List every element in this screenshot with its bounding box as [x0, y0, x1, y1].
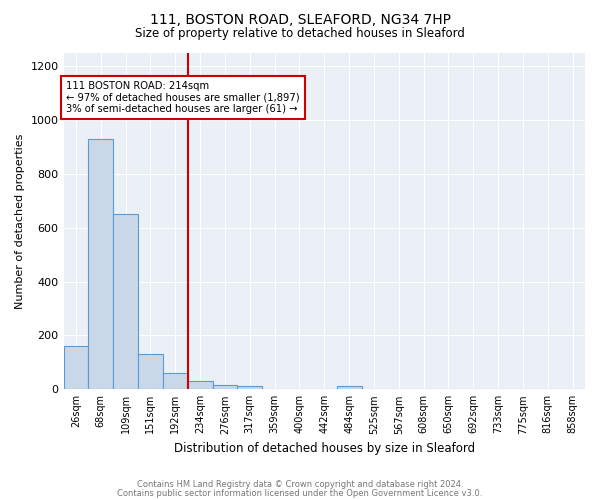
Bar — [212, 386, 238, 390]
Text: Size of property relative to detached houses in Sleaford: Size of property relative to detached ho… — [135, 28, 465, 40]
Text: Contains HM Land Registry data © Crown copyright and database right 2024.: Contains HM Land Registry data © Crown c… — [137, 480, 463, 489]
Bar — [113, 214, 138, 390]
Text: Contains public sector information licensed under the Open Government Licence v3: Contains public sector information licen… — [118, 488, 482, 498]
Text: 111 BOSTON ROAD: 214sqm
← 97% of detached houses are smaller (1,897)
3% of semi-: 111 BOSTON ROAD: 214sqm ← 97% of detache… — [66, 81, 299, 114]
Bar — [188, 381, 212, 390]
Bar — [337, 386, 362, 390]
Bar — [163, 373, 188, 390]
Bar — [88, 138, 113, 390]
Bar — [138, 354, 163, 390]
Bar — [64, 346, 88, 390]
Bar — [238, 386, 262, 390]
Y-axis label: Number of detached properties: Number of detached properties — [15, 133, 25, 308]
X-axis label: Distribution of detached houses by size in Sleaford: Distribution of detached houses by size … — [174, 442, 475, 455]
Text: 111, BOSTON ROAD, SLEAFORD, NG34 7HP: 111, BOSTON ROAD, SLEAFORD, NG34 7HP — [149, 12, 451, 26]
